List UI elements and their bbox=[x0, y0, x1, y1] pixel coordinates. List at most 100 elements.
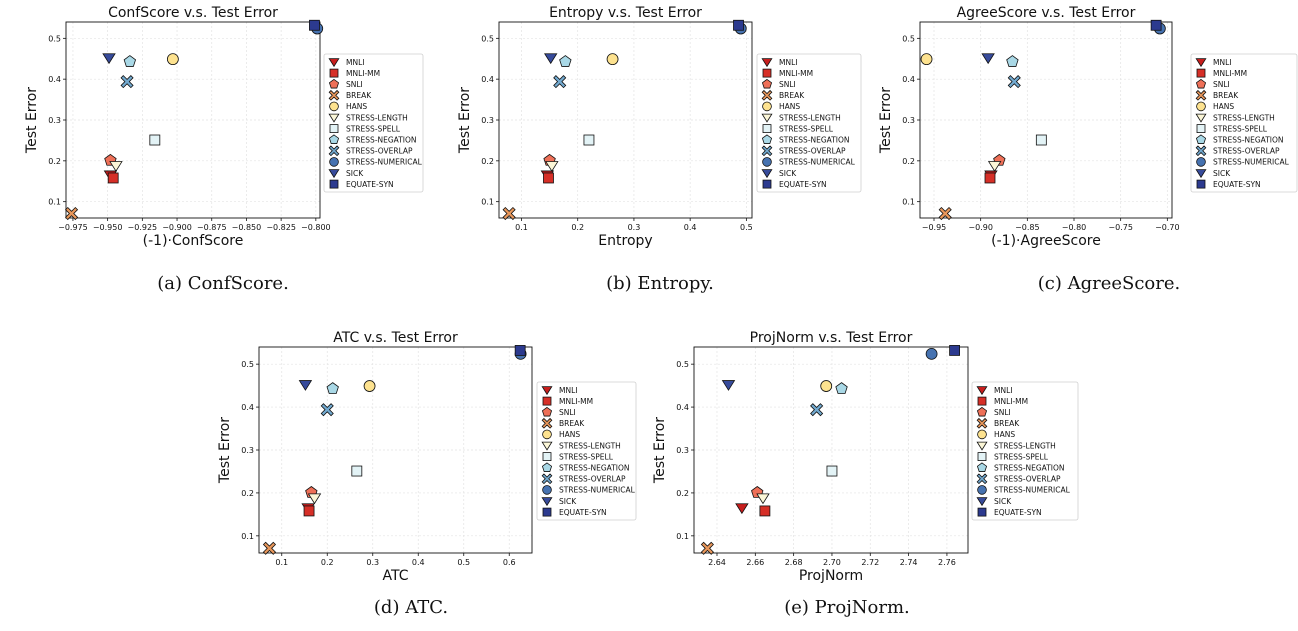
data-point-stress-negation bbox=[835, 382, 848, 394]
legend-label: SICK bbox=[994, 497, 1012, 506]
y-tick-label: 0.3 bbox=[676, 446, 689, 455]
y-tick-label: 0.4 bbox=[902, 75, 915, 84]
data-point-mnli-mm bbox=[984, 172, 996, 184]
legend-label: STRESS-SPELL bbox=[994, 452, 1049, 461]
x-tick-label: −0.875 bbox=[197, 223, 227, 232]
legend-marker-snli bbox=[761, 78, 773, 89]
legend-label: MNLI bbox=[559, 386, 577, 395]
x-tick-label: −0.975 bbox=[58, 223, 88, 232]
subfigure-caption: (d) ATC. bbox=[374, 597, 448, 618]
legend-label: STRESS-LENGTH bbox=[994, 441, 1056, 450]
legend-marker-sick bbox=[541, 497, 553, 507]
legend-marker-hans bbox=[329, 101, 339, 112]
y-tick-label: 0.3 bbox=[48, 116, 61, 125]
legend-label: STRESS-NEGATION bbox=[559, 464, 630, 473]
x-tick-label: 0.4 bbox=[684, 223, 697, 232]
y-tick-label: 0.4 bbox=[676, 403, 689, 412]
legend-label: HANS bbox=[559, 430, 580, 439]
data-point-mnli-mm bbox=[543, 172, 554, 184]
x-axis-label: (-1)·AgreeScore bbox=[991, 233, 1101, 249]
x-tick-label: 2.64 bbox=[708, 558, 726, 567]
legend-label: MNLI-MM bbox=[994, 397, 1028, 406]
legend-label: STRESS-NEGATION bbox=[346, 136, 417, 145]
chart-title: ProjNorm v.s. Test Error bbox=[750, 330, 913, 346]
y-tick-label: 0.2 bbox=[48, 157, 61, 166]
legend-label: MNLI-MM bbox=[1213, 69, 1247, 78]
y-tick-label: 0.3 bbox=[241, 446, 254, 455]
legend-marker-hans bbox=[762, 101, 772, 112]
data-point-hans bbox=[363, 380, 376, 392]
legend-label: STRESS-OVERLAP bbox=[779, 147, 846, 156]
legend-label: STRESS-OVERLAP bbox=[559, 475, 626, 484]
x-tick-label: 2.66 bbox=[746, 558, 764, 567]
data-point-mnli-mm bbox=[759, 505, 771, 517]
legend-marker-stress-length bbox=[976, 441, 988, 451]
legend-marker-mnli bbox=[976, 386, 988, 396]
legend-marker-equate-syn bbox=[329, 179, 339, 189]
legend-label: STRESS-SPELL bbox=[1213, 124, 1268, 133]
y-tick-label: 0.3 bbox=[481, 116, 494, 125]
legend-marker-stress-negation bbox=[541, 462, 553, 472]
x-tick-label: −0.925 bbox=[128, 223, 158, 232]
legend-marker-sick bbox=[328, 169, 340, 179]
data-point-equate-syn bbox=[1150, 19, 1162, 31]
chart-title: Entropy v.s. Test Error bbox=[549, 5, 702, 21]
legend-marker-stress-overlap bbox=[976, 473, 988, 485]
data-point-sick bbox=[298, 380, 313, 391]
x-tick-label: −0.800 bbox=[301, 223, 331, 232]
data-point-stress-negation bbox=[559, 55, 572, 67]
data-point-hans bbox=[820, 380, 833, 392]
x-axis-label: ProjNorm bbox=[799, 568, 863, 584]
data-point-sick bbox=[544, 53, 558, 65]
data-point-stress-spell bbox=[149, 134, 161, 146]
legend-label: STRESS-LENGTH bbox=[779, 113, 841, 122]
legend-label: SICK bbox=[1213, 169, 1231, 178]
legend-marker-mnli bbox=[328, 58, 340, 68]
legend-label: SNLI bbox=[346, 80, 363, 89]
legend-label: HANS bbox=[994, 430, 1015, 439]
subfigure-caption: (c) AgreeScore. bbox=[1038, 273, 1181, 294]
legend-label: MNLI bbox=[1213, 58, 1231, 67]
y-axis-label: Test Error bbox=[24, 87, 40, 154]
legend-label: MNLI-MM bbox=[346, 69, 380, 78]
legend-label: EQUATE-SYN bbox=[779, 180, 827, 189]
data-point-stress-length bbox=[545, 161, 559, 172]
subfigure-caption: (e) ProjNorm. bbox=[784, 597, 910, 618]
data-point-stress-overlap bbox=[120, 75, 134, 89]
x-tick-label: −0.90 bbox=[968, 223, 993, 232]
y-tick-label: 0.2 bbox=[902, 157, 915, 166]
x-tick-label: −0.825 bbox=[266, 223, 296, 232]
legend-marker-stress-spell bbox=[1196, 124, 1206, 133]
x-tick-label: 0.5 bbox=[457, 558, 470, 567]
legend-marker-mnli bbox=[541, 386, 553, 396]
data-point-mnli-mm bbox=[303, 505, 315, 517]
legend-label: EQUATE-SYN bbox=[346, 180, 394, 189]
data-point-equate-syn bbox=[949, 345, 960, 356]
legend-marker-stress-numerical bbox=[1196, 157, 1206, 167]
legend-marker-break bbox=[541, 417, 553, 429]
data-point-stress-spell bbox=[351, 465, 363, 477]
legend-marker-mnli-mm bbox=[542, 396, 552, 406]
chart-panel-3: −0.95 −0.90 −0.85 −0.80 −0.75 −0.70 0.1 0.2 0.3 0… bbox=[878, 5, 1298, 294]
chart-panel-2: 0.1 0.2 0.3 0.4 0.5 0.1 0.2 0.3 0.4 0.5 Entropy v.… bbox=[457, 5, 862, 294]
legend-marker-mnli bbox=[1195, 58, 1207, 68]
legend-label: STRESS-NEGATION bbox=[994, 464, 1065, 473]
legend-label: STRESS-NEGATION bbox=[1213, 136, 1284, 145]
legend-label: MNLI bbox=[346, 58, 364, 67]
data-point-equate-syn bbox=[514, 345, 526, 356]
legend-marker-stress-negation bbox=[976, 462, 988, 472]
y-tick-label: 0.2 bbox=[241, 489, 254, 498]
x-tick-label: −0.950 bbox=[93, 223, 123, 232]
legend-marker-break bbox=[761, 89, 773, 101]
legend-marker-mnli bbox=[761, 58, 773, 68]
y-tick-label: 0.5 bbox=[241, 360, 254, 369]
legend-label: HANS bbox=[779, 102, 800, 111]
legend-label: SICK bbox=[559, 497, 577, 506]
data-point-stress-spell bbox=[583, 134, 595, 146]
data-point-sick bbox=[981, 53, 995, 65]
legend-marker-mnli-mm bbox=[977, 396, 987, 406]
y-tick-label: 0.1 bbox=[241, 532, 254, 541]
data-point-equate-syn bbox=[309, 19, 320, 31]
y-axis-label: Test Error bbox=[878, 87, 894, 154]
x-tick-label: 0.3 bbox=[366, 558, 379, 567]
